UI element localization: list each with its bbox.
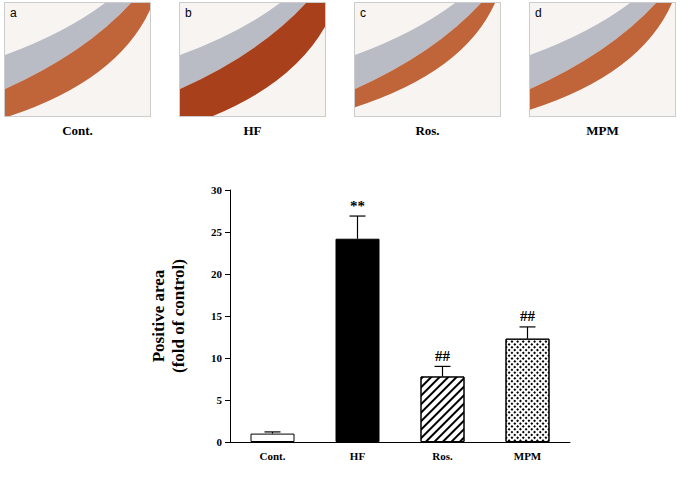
html-text:HF: HF — [243, 123, 262, 138]
html-text:MPM: MPM — [586, 123, 619, 138]
svg-text:a: a — [10, 6, 17, 20]
svg-text:c: c — [360, 6, 366, 20]
svg-text:30: 30 — [211, 184, 223, 196]
html-text:Ros.: Ros. — [415, 123, 440, 138]
svg-text:Ros.: Ros. — [432, 450, 453, 462]
svg-text:15: 15 — [211, 310, 223, 322]
svg-text:5: 5 — [217, 394, 223, 406]
svg-text:b: b — [185, 6, 192, 20]
svg-text:25: 25 — [211, 226, 223, 238]
html-text:Cont.: Cont. — [62, 123, 93, 138]
svg-text:Cont.: Cont. — [260, 450, 286, 462]
svg-text:**: ** — [350, 198, 365, 214]
svg-text:0: 0 — [217, 436, 223, 448]
svg-text:##: ## — [520, 308, 536, 324]
svg-text:20: 20 — [211, 268, 223, 280]
svg-text:(fold of control): (fold of control) — [169, 259, 188, 373]
svg-text:##: ## — [435, 348, 451, 364]
svg-text:d: d — [535, 6, 542, 20]
svg-text:MPM: MPM — [514, 450, 542, 462]
svg-text:HF: HF — [350, 450, 366, 462]
svg-text:10: 10 — [211, 352, 223, 364]
svg-text:Positive area: Positive area — [149, 269, 168, 362]
